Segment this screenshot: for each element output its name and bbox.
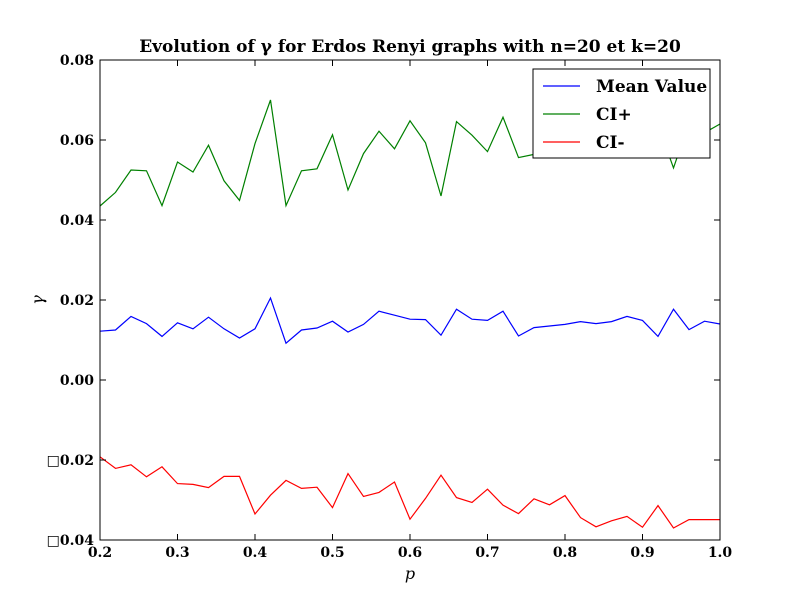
plot-area (99, 99, 721, 529)
y-tick-label: 0.06 (60, 133, 94, 149)
x-tick-label: 0.4 (243, 545, 268, 561)
x-tick-label: 0.6 (398, 545, 422, 561)
x-tick-label: 0.8 (553, 545, 577, 561)
legend-label: Mean Value (596, 77, 707, 97)
y-tick-label: 0.04 (60, 213, 94, 229)
x-tick-label: 0.2 (88, 545, 112, 561)
legend: Mean Value CI+ CI- (532, 68, 711, 159)
x-tick-label: 1.0 (708, 545, 733, 561)
y-tick-label: 0.08 (60, 53, 94, 69)
y-tick-label: 0.00 (60, 373, 94, 389)
legend-label: CI+ (596, 105, 632, 125)
x-tick-label: 0.3 (165, 545, 189, 561)
x-tick-label: 0.9 (630, 545, 654, 561)
y-tick-label: □0.02 (47, 453, 94, 469)
x-tick-label: 0.7 (475, 545, 499, 561)
axis-ticks: 0.2 0.3 0.4 0.5 0.6 0.7 0.8 0.9 1.0 □0.04 □0.02 0.0… (47, 53, 733, 561)
series-line-2 (99, 456, 720, 529)
y-tick-label: 0.02 (60, 293, 94, 309)
series-line-0 (99, 296, 721, 345)
x-tick-label: 0.5 (320, 545, 344, 561)
x-axis-label: p (405, 564, 415, 583)
y-axis-label: γ (28, 295, 47, 305)
chart-title: Evolution of γ for Erdos Renyi graphs wi… (139, 37, 681, 57)
legend-label: CI- (596, 133, 625, 153)
y-tick-label: □0.04 (47, 533, 95, 549)
